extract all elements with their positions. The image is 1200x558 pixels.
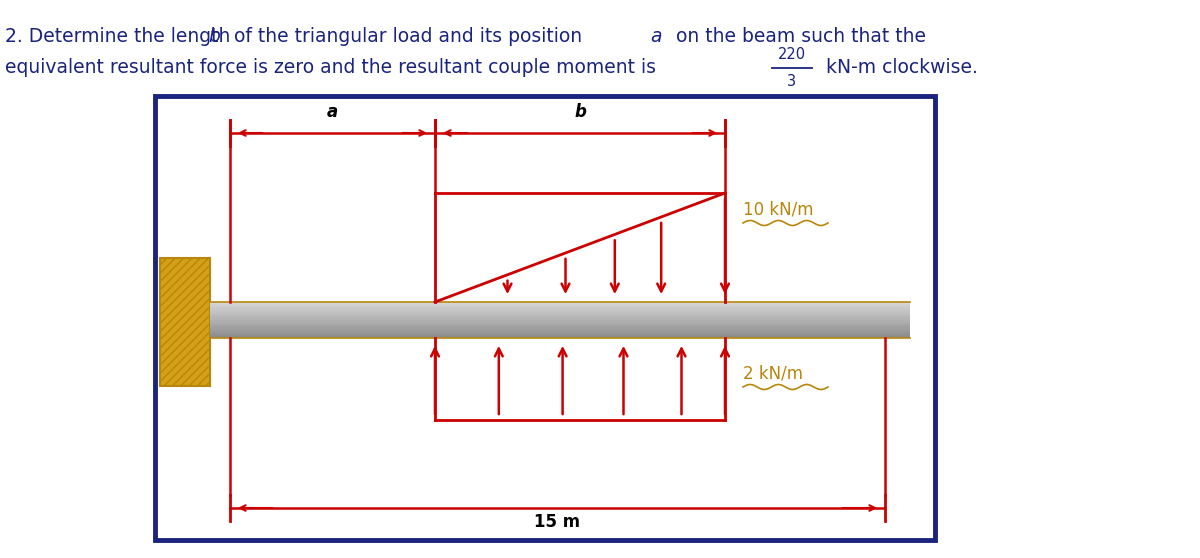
Bar: [210, 334, 910, 336]
Text: kN-m clockwise.: kN-m clockwise.: [820, 59, 978, 78]
Bar: [210, 311, 910, 313]
Text: 10 kN/m: 10 kN/m: [743, 201, 814, 219]
Text: a: a: [326, 103, 338, 121]
Bar: [210, 333, 910, 334]
Text: 3: 3: [787, 74, 797, 89]
Text: b: b: [574, 103, 586, 121]
Text: 2 kN/m: 2 kN/m: [743, 365, 803, 383]
Text: 2. Determine the length: 2. Determine the length: [5, 26, 236, 46]
Text: of the triangular load and its position: of the triangular load and its position: [228, 26, 588, 46]
Bar: [210, 322, 910, 324]
Bar: [210, 302, 910, 304]
Bar: [210, 324, 910, 325]
Text: 15 m: 15 m: [534, 513, 581, 531]
Bar: [210, 325, 910, 327]
Bar: [210, 316, 910, 318]
Bar: [210, 315, 910, 316]
Bar: [210, 331, 910, 333]
Bar: [210, 304, 910, 306]
Bar: [210, 320, 910, 322]
Text: equivalent resultant force is zero and the resultant couple moment is: equivalent resultant force is zero and t…: [5, 59, 662, 78]
Bar: [210, 307, 910, 309]
Bar: [210, 313, 910, 315]
Bar: [210, 306, 910, 307]
Text: on the beam such that the: on the beam such that the: [670, 26, 926, 46]
Bar: [210, 309, 910, 311]
Text: b: b: [208, 26, 220, 46]
Bar: [155, 96, 935, 540]
Bar: [160, 258, 210, 386]
Text: 220: 220: [778, 47, 806, 62]
Text: a: a: [650, 26, 661, 46]
Bar: [210, 327, 910, 329]
Bar: [210, 336, 910, 338]
Bar: [210, 318, 910, 320]
Bar: [210, 329, 910, 331]
